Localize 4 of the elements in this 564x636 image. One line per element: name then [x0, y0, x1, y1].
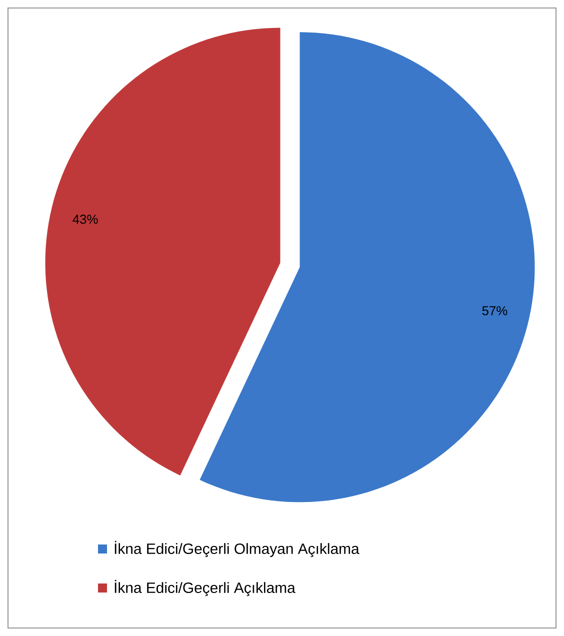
data-label: 57% — [482, 306, 508, 316]
data-label: 43% — [72, 214, 98, 224]
legend-label: İkna Edici/Geçerli Olmayan Açıklama — [114, 540, 360, 558]
legend-label: İkna Edici/Geçerli Açıklama — [114, 580, 296, 596]
